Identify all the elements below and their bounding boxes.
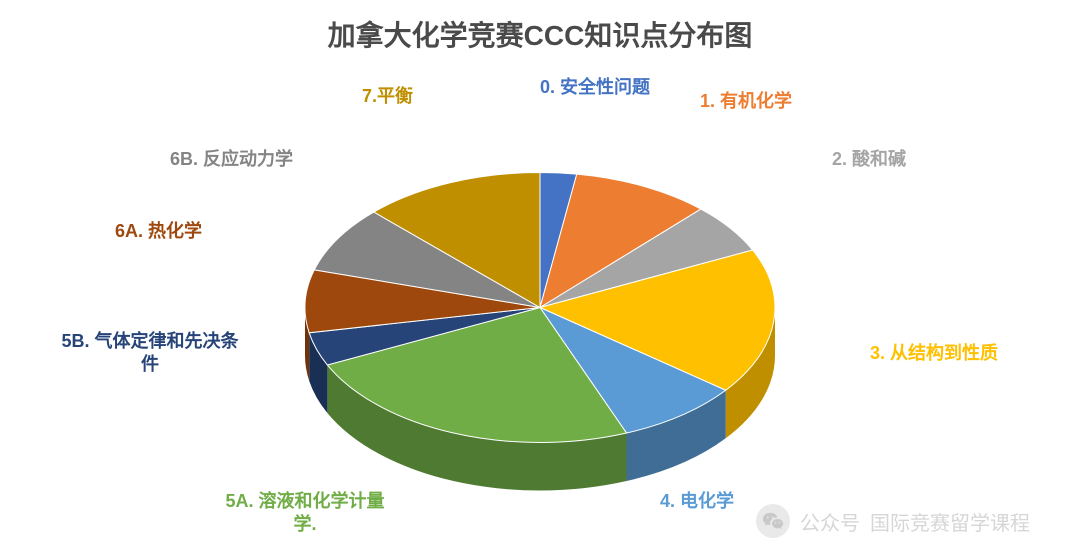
watermark-prefix: 公众号 <box>800 507 860 536</box>
slice-label-s6b: 6B. 反应动力学 <box>170 148 293 171</box>
slice-label-s7: 7.平衡 <box>362 85 413 108</box>
pie-top-faces <box>305 173 775 443</box>
slice-label-s6a: 6A. 热化学 <box>115 220 202 243</box>
pie-chart <box>220 98 860 523</box>
watermark-text: 国际竞赛留学课程 <box>870 507 1030 536</box>
watermark: 公众号 国际竞赛留学课程 <box>756 504 1030 538</box>
slice-label-s3: 3. 从结构到性质 <box>870 342 998 365</box>
slice-label-s4: 4. 电化学 <box>660 490 734 513</box>
chart-title: 加拿大化学竞赛CCC知识点分布图 <box>0 14 1080 54</box>
slice-label-s2: 2. 酸和碱 <box>832 148 906 171</box>
slice-label-s1: 1. 有机化学 <box>700 90 792 113</box>
slice-label-s5b: 5B. 气体定律和先决条件 <box>60 330 240 375</box>
slice-label-s0: 0. 安全性问题 <box>540 76 650 99</box>
slice-label-s5a: 5A. 溶液和化学计量学. <box>215 490 395 535</box>
wechat-icon <box>756 504 790 538</box>
